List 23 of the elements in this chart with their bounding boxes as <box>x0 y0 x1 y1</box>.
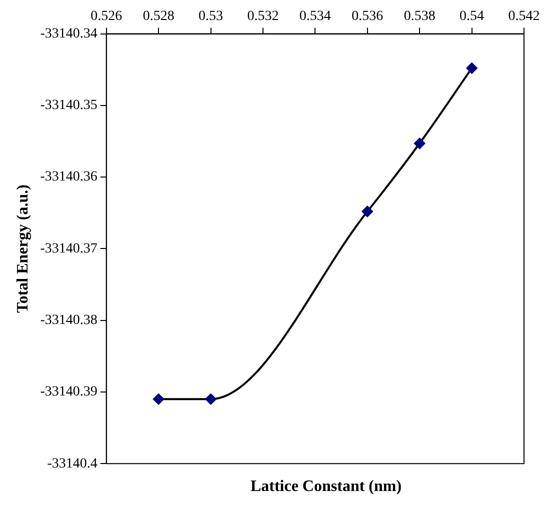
x-tick-label: 0.538 <box>404 9 436 24</box>
x-axis-title: Lattice Constant (nm) <box>249 478 403 496</box>
x-tick-label: 0.528 <box>142 9 174 24</box>
x-tick-label: 0.53 <box>198 9 224 24</box>
x-tick-label: 0.54 <box>460 9 484 24</box>
x-tick-label: 0.534 <box>299 9 331 24</box>
y-tick-label: -33140.35 <box>40 98 98 114</box>
point <box>362 206 373 217</box>
y-tick-label: -33140.36 <box>40 170 98 185</box>
point <box>466 62 478 74</box>
x-tick-label: 0.536 <box>352 9 384 24</box>
point <box>153 394 164 405</box>
x-tick-label: 0.532 <box>247 9 279 24</box>
point <box>205 394 216 405</box>
point <box>414 138 426 149</box>
y-axis-title: Total Energy (a.u.) <box>14 184 32 313</box>
x-tick-label: 0.526 <box>90 9 122 24</box>
y-tick-label: -33140.4 <box>47 456 98 472</box>
y-tick-label: -33140.37 <box>40 241 98 256</box>
y-tick-label: -33140.39 <box>40 384 98 400</box>
y-tick-label: -33140.38 <box>40 313 98 328</box>
y-tick-label: -33140.34 <box>40 26 98 42</box>
x-tick-label: 0.542 <box>508 9 540 24</box>
